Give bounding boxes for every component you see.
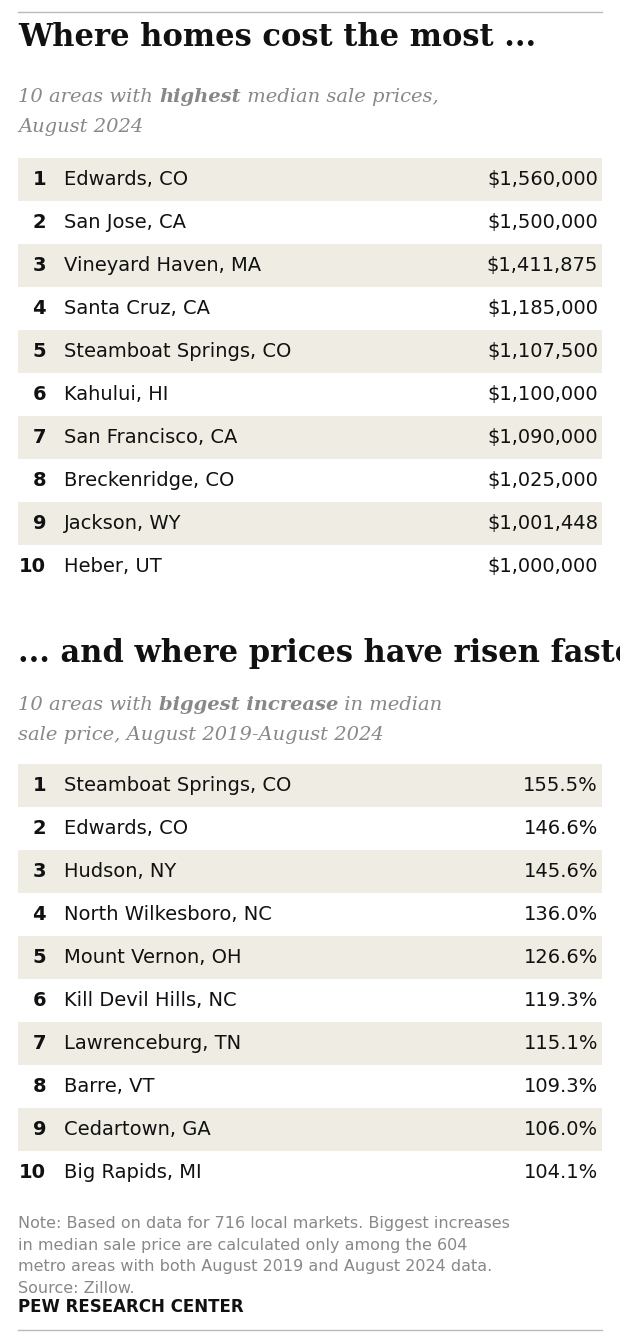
Text: sale price, August 2019-August 2024: sale price, August 2019-August 2024 xyxy=(18,726,384,745)
Bar xyxy=(18,546,602,589)
Bar xyxy=(18,202,602,245)
Bar xyxy=(18,892,602,935)
Text: 2: 2 xyxy=(32,212,46,233)
Text: 155.5%: 155.5% xyxy=(523,775,598,796)
Text: Jackson, WY: Jackson, WY xyxy=(64,513,182,534)
Text: Note: Based on data for 716 local markets. Biggest increases
in median sale pric: Note: Based on data for 716 local market… xyxy=(18,1216,510,1296)
Text: 10 areas with: 10 areas with xyxy=(18,87,159,106)
Text: Edwards, CO: Edwards, CO xyxy=(64,169,188,190)
Text: 3: 3 xyxy=(32,255,46,276)
Text: 126.6%: 126.6% xyxy=(524,948,598,966)
Bar xyxy=(18,1150,602,1193)
Text: Hudson, NY: Hudson, NY xyxy=(64,862,176,882)
Bar xyxy=(18,1064,602,1107)
Text: Breckenridge, CO: Breckenridge, CO xyxy=(64,470,234,491)
Text: 104.1%: 104.1% xyxy=(524,1163,598,1181)
Text: 10: 10 xyxy=(19,1163,46,1181)
Text: 8: 8 xyxy=(32,470,46,491)
Text: 4: 4 xyxy=(32,298,46,319)
Text: 2: 2 xyxy=(32,818,46,839)
Text: 145.6%: 145.6% xyxy=(523,862,598,882)
Text: 136.0%: 136.0% xyxy=(524,905,598,925)
Text: 9: 9 xyxy=(32,1120,46,1138)
Text: 6: 6 xyxy=(32,991,46,1009)
Text: 1: 1 xyxy=(32,775,46,796)
Text: Vineyard Haven, MA: Vineyard Haven, MA xyxy=(64,255,261,276)
Text: $1,100,000: $1,100,000 xyxy=(487,384,598,405)
Text: Kahului, HI: Kahului, HI xyxy=(64,384,169,405)
Text: 8: 8 xyxy=(32,1077,46,1095)
Text: Lawrenceburg, TN: Lawrenceburg, TN xyxy=(64,1034,241,1052)
Text: San Jose, CA: San Jose, CA xyxy=(64,212,186,233)
Text: Where homes cost the most ...: Where homes cost the most ... xyxy=(18,22,536,52)
Text: 119.3%: 119.3% xyxy=(524,991,598,1009)
Bar xyxy=(18,288,602,331)
Text: 5: 5 xyxy=(32,341,46,362)
Text: $1,025,000: $1,025,000 xyxy=(487,470,598,491)
Text: 3: 3 xyxy=(32,862,46,882)
Text: Heber, UT: Heber, UT xyxy=(64,556,162,577)
Text: 109.3%: 109.3% xyxy=(524,1077,598,1095)
Text: 1: 1 xyxy=(32,169,46,190)
Text: $1,090,000: $1,090,000 xyxy=(487,427,598,448)
Text: $1,500,000: $1,500,000 xyxy=(487,212,598,233)
Text: Big Rapids, MI: Big Rapids, MI xyxy=(64,1163,202,1181)
Text: ... and where prices have risen fastest: ... and where prices have risen fastest xyxy=(18,638,620,669)
Text: San Francisco, CA: San Francisco, CA xyxy=(64,427,237,448)
Text: $1,000,000: $1,000,000 xyxy=(487,556,598,577)
Text: 9: 9 xyxy=(32,513,46,534)
Text: 10: 10 xyxy=(19,556,46,577)
Text: Mount Vernon, OH: Mount Vernon, OH xyxy=(64,948,242,966)
Bar xyxy=(18,460,602,503)
Text: PEW RESEARCH CENTER: PEW RESEARCH CENTER xyxy=(18,1298,244,1316)
Bar xyxy=(18,1021,602,1064)
Text: Steamboat Springs, CO: Steamboat Springs, CO xyxy=(64,775,291,796)
Text: Barre, VT: Barre, VT xyxy=(64,1077,154,1095)
Text: 115.1%: 115.1% xyxy=(523,1034,598,1052)
Text: August 2024: August 2024 xyxy=(18,118,143,136)
Text: 4: 4 xyxy=(32,905,46,925)
Text: 10 areas with: 10 areas with xyxy=(18,696,159,714)
Bar xyxy=(18,245,602,288)
Text: median sale prices,: median sale prices, xyxy=(241,87,438,106)
Text: Edwards, CO: Edwards, CO xyxy=(64,818,188,839)
Bar xyxy=(18,374,602,417)
Bar xyxy=(18,978,602,1021)
Text: biggest increase: biggest increase xyxy=(159,696,339,714)
Text: $1,001,448: $1,001,448 xyxy=(487,513,598,534)
Text: Cedartown, GA: Cedartown, GA xyxy=(64,1120,211,1138)
Text: $1,107,500: $1,107,500 xyxy=(487,341,598,362)
Bar xyxy=(18,417,602,460)
Bar xyxy=(18,806,602,849)
Bar xyxy=(18,763,602,806)
Text: highest: highest xyxy=(159,87,241,106)
Text: $1,560,000: $1,560,000 xyxy=(487,169,598,190)
Bar xyxy=(18,849,602,892)
Text: 146.6%: 146.6% xyxy=(524,818,598,839)
Text: 7: 7 xyxy=(32,427,46,448)
Bar xyxy=(18,503,602,546)
Text: $1,185,000: $1,185,000 xyxy=(487,298,598,319)
Text: Kill Devil Hills, NC: Kill Devil Hills, NC xyxy=(64,991,237,1009)
Text: $1,411,875: $1,411,875 xyxy=(487,255,598,276)
Text: 106.0%: 106.0% xyxy=(524,1120,598,1138)
Bar xyxy=(18,1107,602,1150)
Text: Santa Cruz, CA: Santa Cruz, CA xyxy=(64,298,210,319)
Text: 5: 5 xyxy=(32,948,46,966)
Bar xyxy=(18,935,602,978)
Text: 6: 6 xyxy=(32,384,46,405)
Text: in median: in median xyxy=(339,696,443,714)
Text: North Wilkesboro, NC: North Wilkesboro, NC xyxy=(64,905,272,925)
Bar xyxy=(18,331,602,374)
Bar xyxy=(18,159,602,202)
Text: 7: 7 xyxy=(32,1034,46,1052)
Text: Steamboat Springs, CO: Steamboat Springs, CO xyxy=(64,341,291,362)
